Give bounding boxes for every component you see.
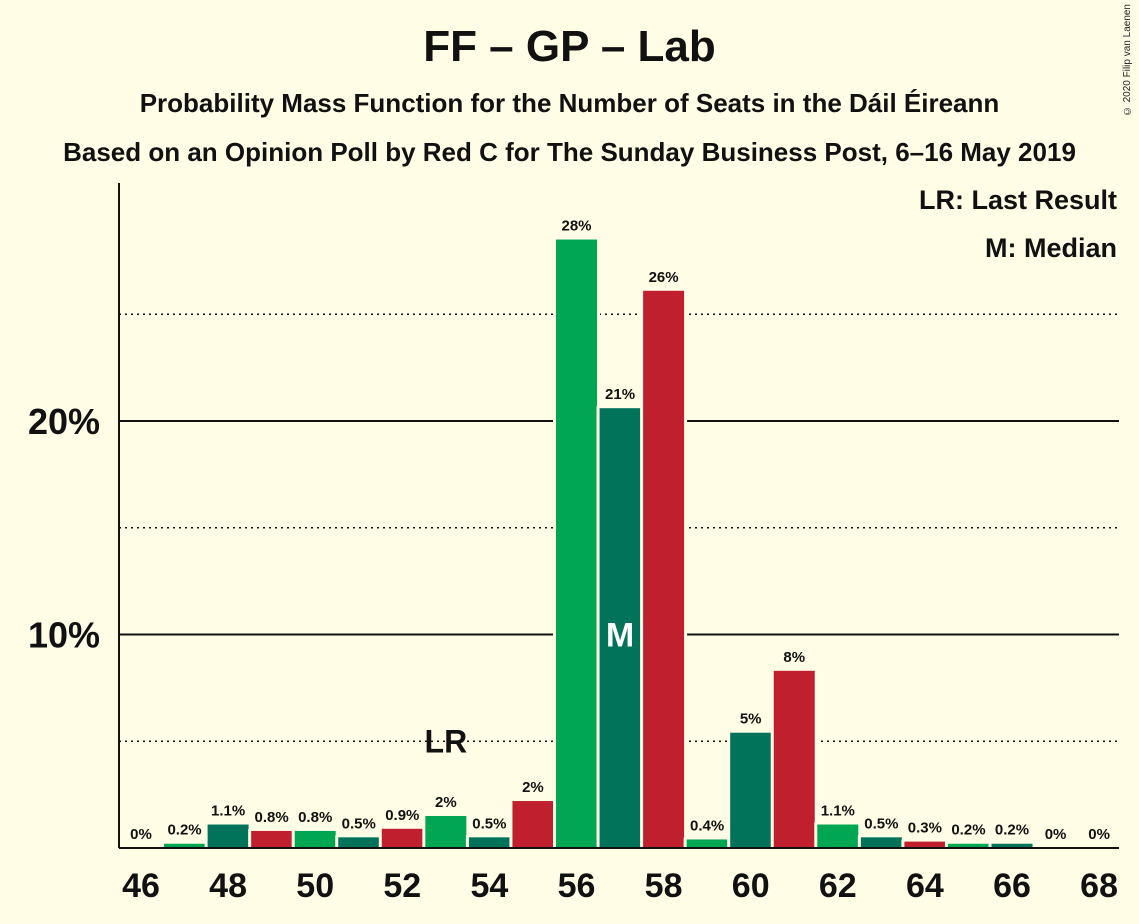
bar-value-label: 0.2% xyxy=(167,822,201,839)
bar-value-label: 0.5% xyxy=(342,815,376,832)
x-tick-label: 54 xyxy=(470,867,508,905)
bar-seat-60 xyxy=(730,732,772,848)
bar-value-label: 5% xyxy=(740,711,762,728)
bar-value-label: 26% xyxy=(649,269,679,286)
bar-seat-47 xyxy=(164,843,206,848)
x-tick-label: 48 xyxy=(209,867,247,905)
x-tick-label: 52 xyxy=(383,867,421,905)
bar-seat-56 xyxy=(556,239,597,848)
bar-value-label: 1.1% xyxy=(821,803,855,820)
bar-value-label: 0.5% xyxy=(472,815,506,832)
x-tick-label: 50 xyxy=(296,867,334,905)
x-tick-label: 56 xyxy=(558,867,596,905)
bar-seat-50 xyxy=(294,830,336,848)
bar-seat-65 xyxy=(947,843,989,848)
bar-value-label: 0.2% xyxy=(951,822,985,839)
bar-value-label: 0.4% xyxy=(690,817,724,834)
bar-value-label: 1.1% xyxy=(211,803,245,820)
bar-value-label: 0.3% xyxy=(908,820,942,837)
chart-title: FF – GP – Lab xyxy=(423,22,716,71)
bar-value-label: 0% xyxy=(1045,826,1067,843)
y-tick-label: 20% xyxy=(28,401,100,442)
bar-seat-66 xyxy=(991,843,1033,848)
bar-value-label: 0% xyxy=(130,826,152,843)
bar-seat-59 xyxy=(686,839,728,848)
bar-value-label: 28% xyxy=(561,218,591,235)
bar-seat-55 xyxy=(512,801,554,848)
x-tick-label: 46 xyxy=(122,867,160,905)
bar-seat-57 xyxy=(599,408,641,848)
x-tick-label: 66 xyxy=(993,867,1031,905)
median-marker: M xyxy=(606,617,634,655)
x-tick-label: 60 xyxy=(732,867,770,905)
bar-value-label: 0% xyxy=(1088,826,1110,843)
bar-value-label: 21% xyxy=(605,386,635,403)
bar-value-label: 2% xyxy=(522,779,544,796)
bar-value-label: 0.8% xyxy=(298,809,332,826)
chart-subtitle-poll: Based on an Opinion Poll by Red C for Th… xyxy=(63,137,1076,167)
bar-seat-61 xyxy=(773,670,815,848)
bar-value-label: 8% xyxy=(783,649,805,666)
bar-value-label: 0.8% xyxy=(255,809,289,826)
bar-seat-63 xyxy=(860,837,902,848)
legend-last-result: LR: Last Result xyxy=(919,185,1117,215)
chart-subtitle: Probability Mass Function for the Number… xyxy=(139,88,1000,118)
bar-seat-49 xyxy=(251,830,293,848)
bar-seat-53 xyxy=(425,815,467,848)
bar-seat-52 xyxy=(381,828,423,848)
bar-value-label: 0.2% xyxy=(995,822,1029,839)
bar-seat-62 xyxy=(817,824,859,848)
bar-value-label: 0.9% xyxy=(385,807,419,824)
bar-value-label: 2% xyxy=(435,794,457,811)
bar-seat-48 xyxy=(207,824,249,848)
legend-median: M: Median xyxy=(985,233,1117,263)
last-result-marker: LR xyxy=(425,723,468,759)
x-tick-label: 64 xyxy=(906,867,944,905)
bar-seat-51 xyxy=(338,837,380,848)
x-tick-label: 58 xyxy=(645,867,683,905)
bar-seat-54 xyxy=(468,837,510,848)
bar-seat-58 xyxy=(643,290,685,848)
x-tick-label: 62 xyxy=(819,867,857,905)
x-tick-label: 68 xyxy=(1080,867,1118,905)
y-tick-label: 10% xyxy=(28,615,100,656)
bar-value-label: 0.5% xyxy=(864,815,898,832)
bar-seat-64 xyxy=(904,841,946,848)
